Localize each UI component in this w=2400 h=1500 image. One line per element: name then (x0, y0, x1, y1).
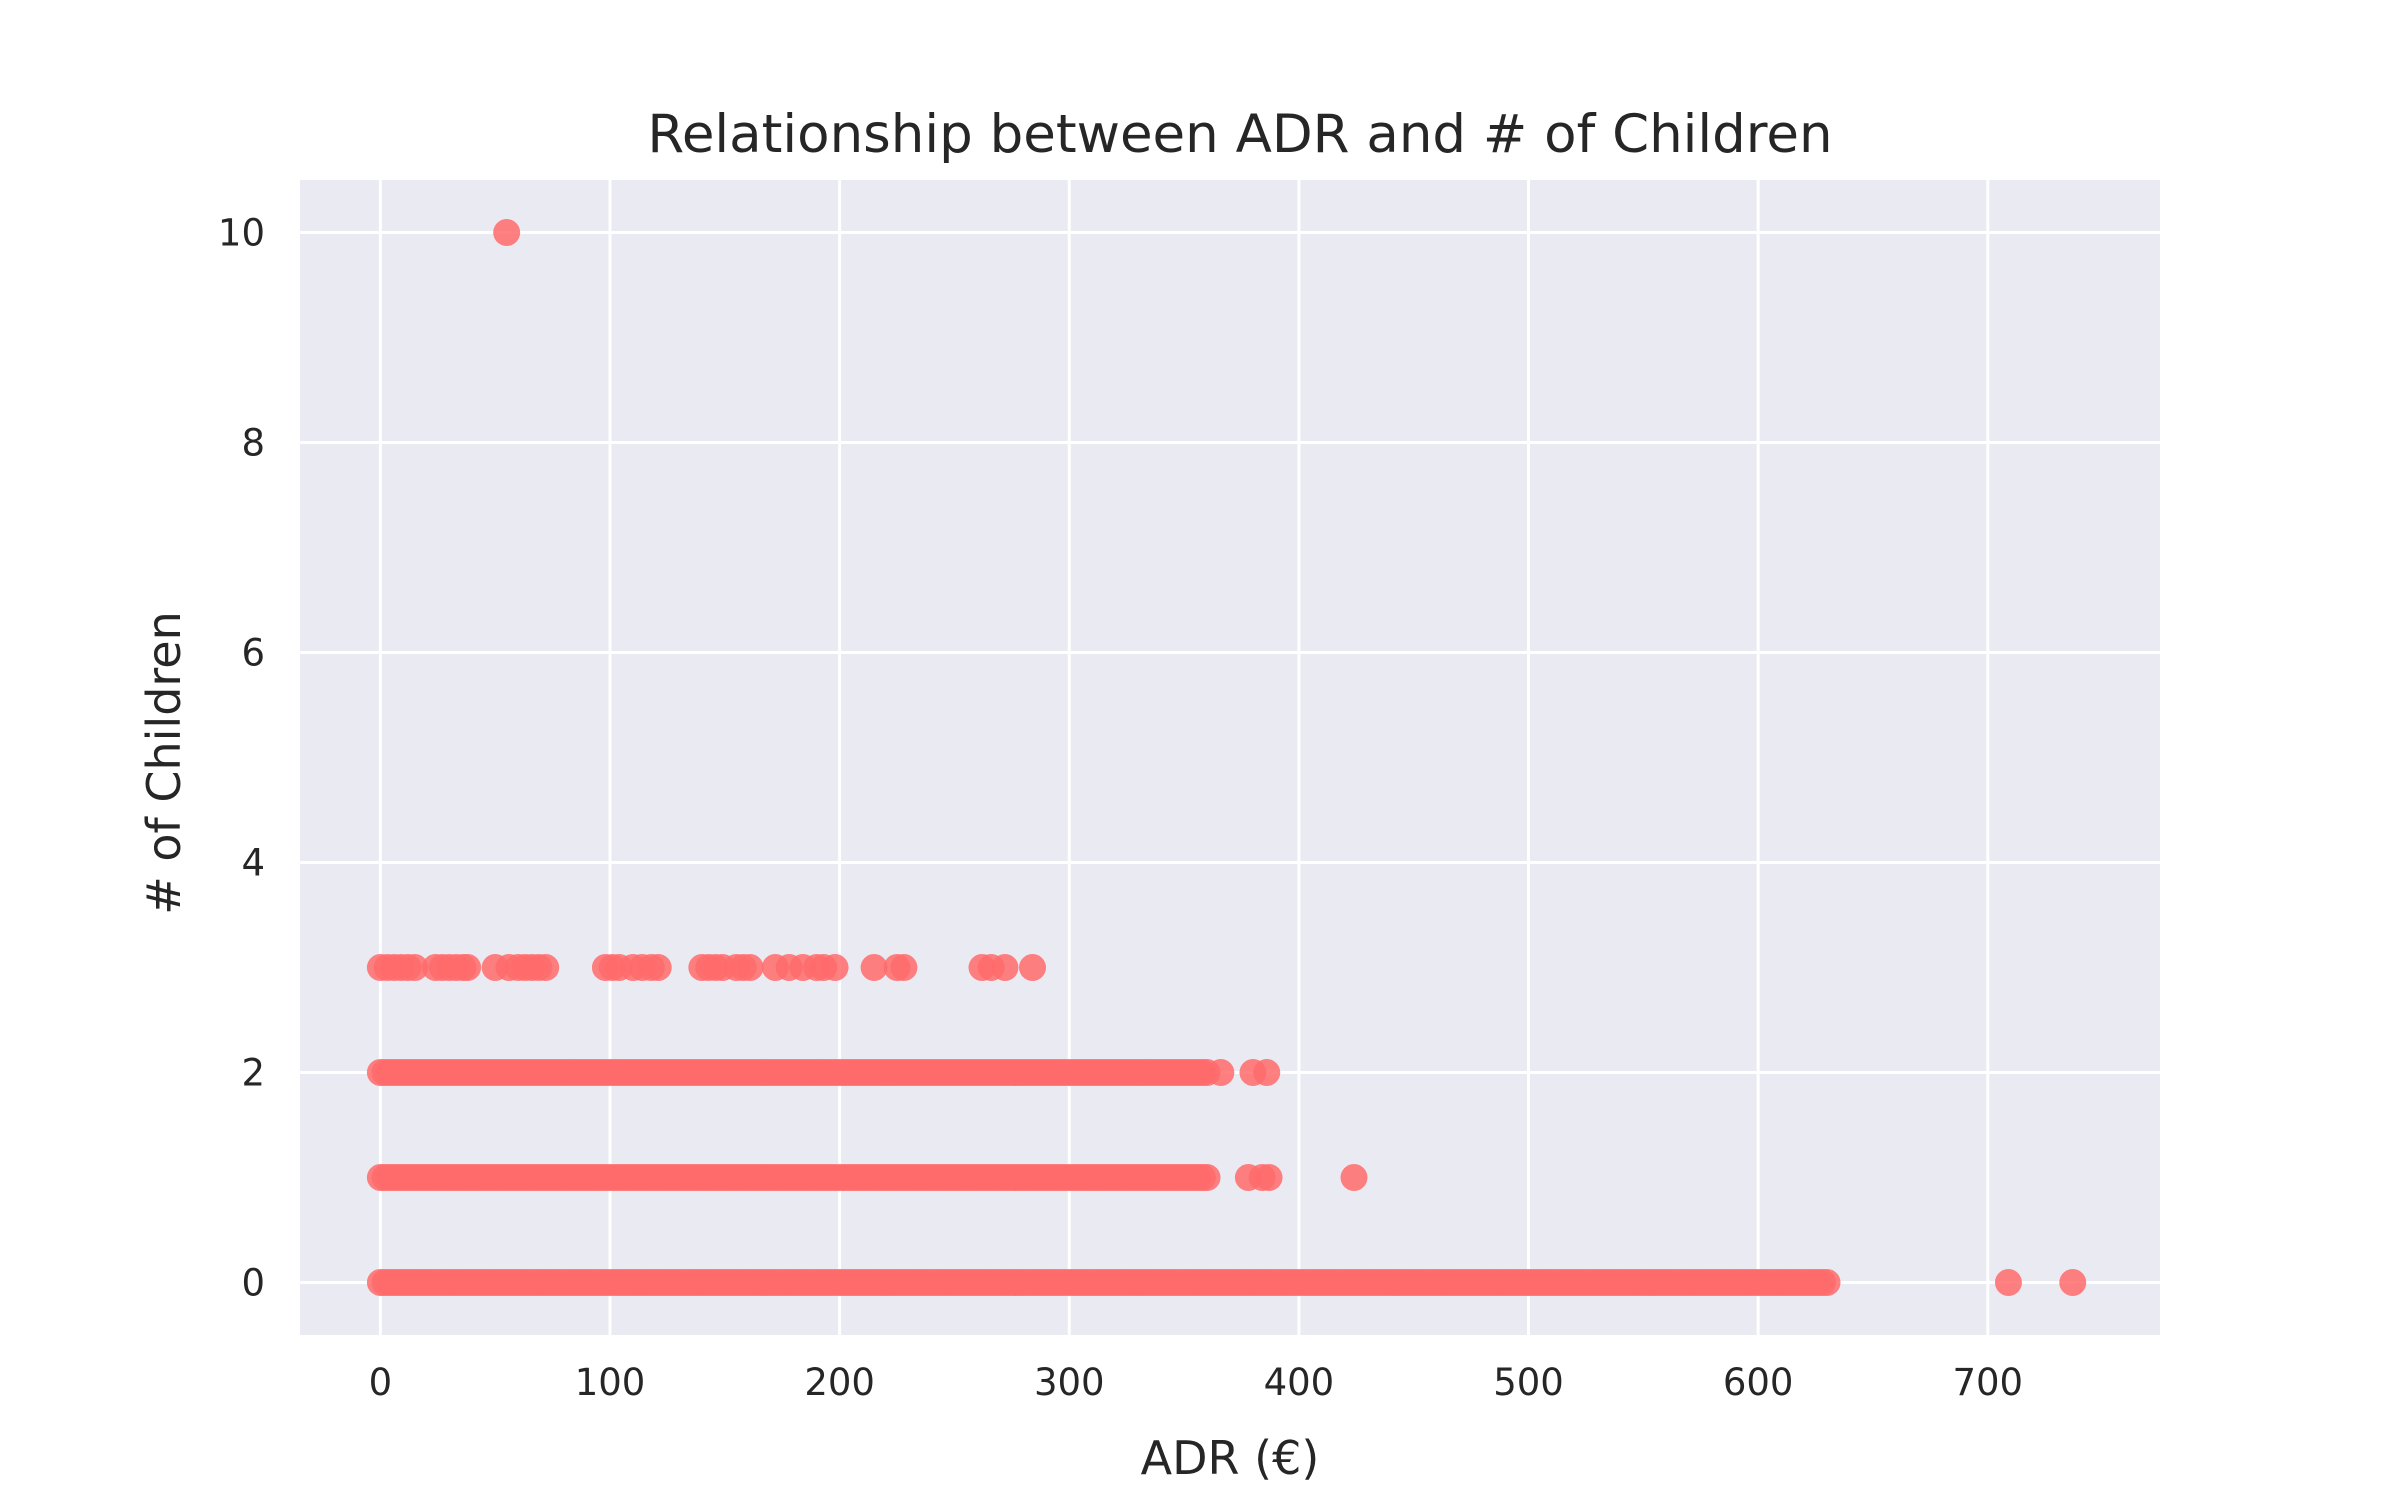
data-point (401, 954, 429, 981)
x-axis-ticks: 0 100 200 300 400 500 600 700 (369, 1361, 2023, 1404)
data-point (532, 954, 560, 981)
data-point (644, 954, 672, 981)
data-point (1994, 1269, 2022, 1296)
x-tick-label: 300 (1034, 1361, 1105, 1404)
data-point (2059, 1269, 2087, 1296)
y-tick-label: 4 (241, 842, 265, 885)
data-point (1207, 1059, 1235, 1086)
plot-area (300, 180, 2160, 1335)
chart-title: Relationship between ADR and # of Childr… (647, 104, 1832, 165)
data-point (493, 219, 521, 246)
data-point (890, 954, 918, 981)
y-tick-label: 2 (241, 1052, 265, 1095)
data-point (991, 954, 1019, 981)
data-point (1340, 1164, 1368, 1191)
y-tick-label: 8 (241, 422, 265, 465)
data-points (366, 219, 2087, 1296)
x-tick-label: 200 (804, 1361, 875, 1404)
data-point (821, 954, 849, 981)
data-point (1255, 1164, 1283, 1191)
x-tick-label: 400 (1264, 1361, 1335, 1404)
y-axis-ticks: 0 2 4 6 8 10 (218, 212, 265, 1305)
data-point (1193, 1164, 1221, 1191)
x-tick-label: 700 (1952, 1361, 2023, 1404)
data-point (1019, 954, 1047, 981)
data-point (736, 954, 764, 981)
data-point (454, 954, 482, 981)
x-tick-label: 600 (1723, 1361, 1794, 1404)
y-axis-label: # of Children (137, 611, 191, 915)
y-tick-label: 10 (218, 212, 265, 255)
data-point (1813, 1269, 1841, 1296)
gridlines (300, 180, 2160, 1335)
data-point (860, 954, 888, 981)
x-axis-label: ADR (€) (1141, 1431, 1320, 1485)
x-tick-label: 0 (369, 1361, 393, 1404)
y-tick-label: 6 (241, 632, 265, 675)
x-tick-label: 500 (1493, 1361, 1564, 1404)
x-tick-label: 100 (575, 1361, 646, 1404)
y-tick-label: 0 (241, 1262, 265, 1305)
data-point (1253, 1059, 1281, 1086)
